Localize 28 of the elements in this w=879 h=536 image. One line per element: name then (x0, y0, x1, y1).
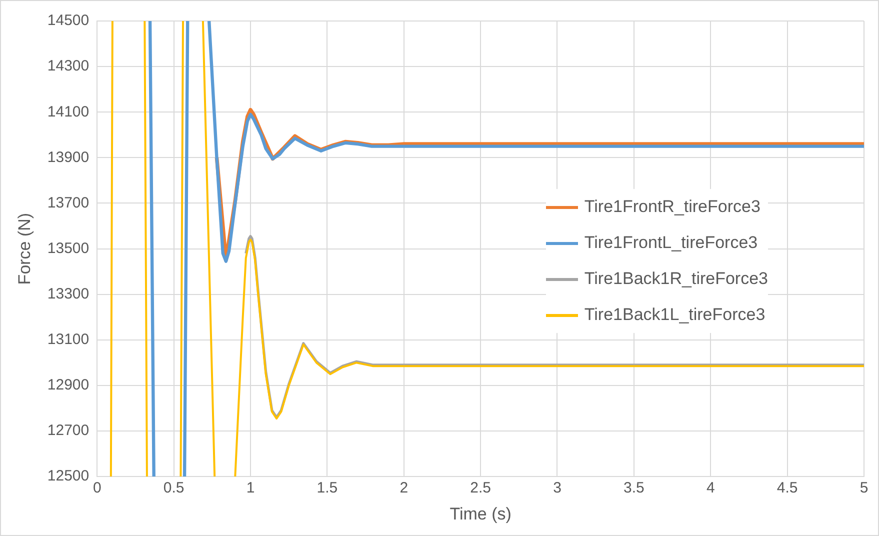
x-tick-label: 3 (553, 480, 562, 497)
x-tick-label: 4.5 (776, 480, 798, 497)
y-tick-label: 12700 (47, 422, 90, 440)
y-tick-label: 13100 (47, 331, 90, 348)
y-tick-label: 14300 (47, 58, 90, 75)
y-tick-label: 14100 (47, 103, 90, 120)
y-tick-label: 14500 (47, 12, 90, 30)
x-tick-label: 4 (706, 480, 715, 497)
legend-label: Tire1Back1R_tireForce3 (584, 269, 768, 289)
x-tick-label: 5 (860, 480, 868, 497)
x-tick-label: 0.5 (163, 480, 184, 497)
legend-label: Tire1FrontL_tireForce3 (584, 233, 758, 253)
x-tick-label: 3.5 (624, 480, 644, 497)
y-tick-label: 12900 (47, 376, 90, 394)
x-tick-label: 1 (246, 480, 255, 497)
x-axis-title: Time (s) (450, 504, 512, 524)
y-tick-label: 13700 (47, 194, 90, 212)
y-tick-label: 12500 (47, 468, 90, 485)
x-tick-label: 1.5 (316, 480, 338, 497)
y-tick-label: 13900 (47, 148, 90, 166)
legend-label: Tire1FrontR_tireForce3 (584, 197, 760, 217)
legend-label: Tire1Back1L_tireForce3 (584, 305, 766, 325)
y-tick-label: 13500 (47, 240, 90, 257)
y-axis-title: Force (N) (14, 212, 34, 285)
x-tick-label: 0 (92, 480, 102, 497)
x-tick-label: 2.5 (470, 480, 491, 497)
x-tick-label: 2 (400, 480, 408, 497)
y-tick-label: 13300 (47, 286, 90, 302)
